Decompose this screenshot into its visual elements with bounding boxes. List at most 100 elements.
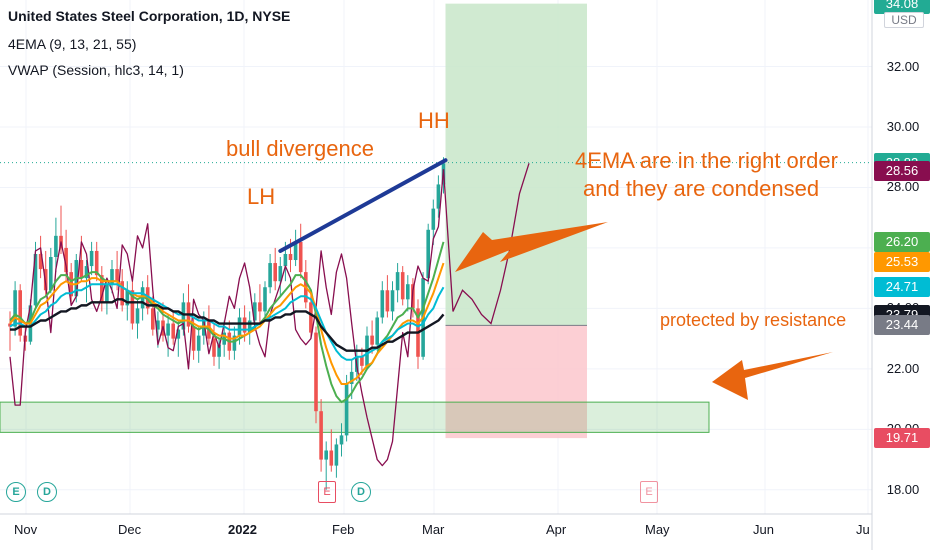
candle[interactable] — [217, 344, 221, 357]
candle[interactable] — [268, 263, 272, 288]
dividend-event-icon[interactable]: D — [37, 482, 57, 502]
candle[interactable] — [247, 320, 252, 333]
price-badge[interactable]: 23.44 — [874, 315, 930, 336]
ema-55-line[interactable] — [10, 298, 445, 352]
stop-zone[interactable] — [445, 325, 588, 439]
candle[interactable] — [431, 208, 436, 230]
x-tick-label: Dec — [118, 522, 142, 537]
y-tick-label: 18.00 — [886, 481, 920, 497]
candle[interactable] — [191, 326, 196, 351]
candle[interactable] — [115, 269, 119, 282]
candle[interactable] — [49, 257, 53, 291]
candle[interactable] — [176, 329, 181, 339]
candle[interactable] — [319, 411, 323, 460]
candle[interactable] — [344, 383, 349, 436]
candle[interactable] — [120, 281, 124, 306]
vwap-line[interactable] — [9, 169, 445, 467]
candle[interactable] — [309, 302, 313, 333]
candle[interactable] — [38, 253, 43, 270]
candle[interactable] — [349, 371, 354, 384]
vwap-legend[interactable]: VWAP (Session, hlc3, 14, 1) — [8, 62, 184, 78]
candle[interactable] — [135, 308, 140, 324]
candle[interactable] — [237, 317, 242, 336]
price-badge[interactable]: 24.71 — [874, 276, 930, 297]
candle[interactable] — [196, 335, 201, 351]
vwap-projection-line[interactable] — [442, 163, 530, 325]
ema-order-note-line1: 4EMA are in the right order — [575, 148, 838, 173]
candle[interactable] — [278, 266, 283, 282]
candle[interactable] — [360, 356, 364, 366]
candle[interactable] — [400, 272, 405, 300]
candle[interactable] — [232, 335, 237, 351]
candle[interactable] — [151, 308, 155, 330]
candle[interactable] — [334, 444, 339, 466]
candle[interactable] — [171, 323, 175, 339]
candle[interactable] — [125, 290, 130, 306]
candle[interactable] — [406, 284, 410, 300]
candle[interactable] — [426, 229, 430, 279]
candle[interactable] — [436, 184, 441, 209]
divergence-trendline[interactable] — [278, 158, 448, 253]
candle[interactable] — [370, 335, 374, 345]
candle[interactable] — [181, 302, 186, 330]
y-tick-label: 32.00 — [886, 58, 920, 74]
candle[interactable] — [33, 253, 38, 306]
future-earnings-event-icon[interactable]: E — [640, 481, 658, 503]
candle[interactable] — [8, 323, 12, 327]
candle[interactable] — [324, 450, 328, 460]
candle[interactable] — [242, 317, 247, 333]
candle[interactable] — [258, 302, 262, 312]
ema-order-arrow[interactable] — [455, 222, 608, 272]
candle[interactable] — [89, 250, 94, 267]
price-badge[interactable]: 28.56 — [874, 160, 930, 181]
earnings-event-icon[interactable]: E — [6, 482, 26, 502]
candle[interactable] — [263, 287, 267, 312]
candle[interactable] — [64, 247, 68, 273]
candle[interactable] — [166, 323, 170, 336]
candle[interactable] — [390, 290, 395, 312]
price-badge[interactable]: 26.20 — [874, 231, 930, 252]
price-badge[interactable]: 19.71 — [874, 428, 930, 449]
candle[interactable] — [13, 290, 17, 327]
candle[interactable] — [140, 287, 145, 309]
candle[interactable] — [105, 284, 109, 303]
candle[interactable] — [395, 272, 400, 291]
earnings-event-icon[interactable]: E — [318, 481, 336, 503]
candle[interactable] — [94, 250, 99, 276]
dividend-event-icon[interactable]: D — [351, 482, 371, 502]
candle[interactable] — [156, 320, 160, 330]
candle[interactable] — [380, 290, 385, 318]
resistance-arrow[interactable] — [712, 352, 833, 400]
currency-label[interactable]: USD — [884, 12, 924, 28]
candle[interactable] — [283, 253, 288, 267]
candle[interactable] — [79, 260, 84, 279]
candle[interactable] — [298, 241, 303, 273]
candle[interactable] — [212, 338, 216, 357]
resistance-zone[interactable] — [0, 401, 710, 433]
candle[interactable] — [288, 253, 293, 261]
ema-13-line[interactable] — [9, 262, 445, 385]
ema-legend[interactable]: 4EMA (9, 13, 21, 55) — [8, 36, 137, 52]
candle[interactable] — [202, 320, 206, 336]
candle[interactable] — [253, 302, 257, 321]
candle[interactable] — [273, 263, 277, 282]
symbol-title[interactable]: United States Steel Corporation, 1D, NYS… — [8, 8, 291, 24]
candle[interactable] — [100, 275, 104, 303]
candle[interactable] — [293, 241, 298, 261]
candle[interactable] — [84, 266, 89, 279]
candle[interactable] — [130, 290, 135, 324]
candle[interactable] — [110, 269, 114, 285]
candle[interactable] — [329, 450, 334, 466]
candle[interactable] — [339, 435, 344, 445]
price-badge[interactable]: 25.53 — [874, 252, 930, 273]
ema-21-line[interactable] — [9, 283, 445, 361]
candle[interactable] — [375, 317, 379, 345]
target-zone[interactable] — [445, 3, 588, 326]
candle[interactable] — [385, 290, 390, 312]
x-tick-label: Ju — [856, 522, 870, 537]
price-badge[interactable]: 34.08 — [874, 0, 930, 14]
candle[interactable] — [314, 332, 318, 412]
candle[interactable] — [18, 290, 22, 336]
candle[interactable] — [54, 235, 58, 257]
